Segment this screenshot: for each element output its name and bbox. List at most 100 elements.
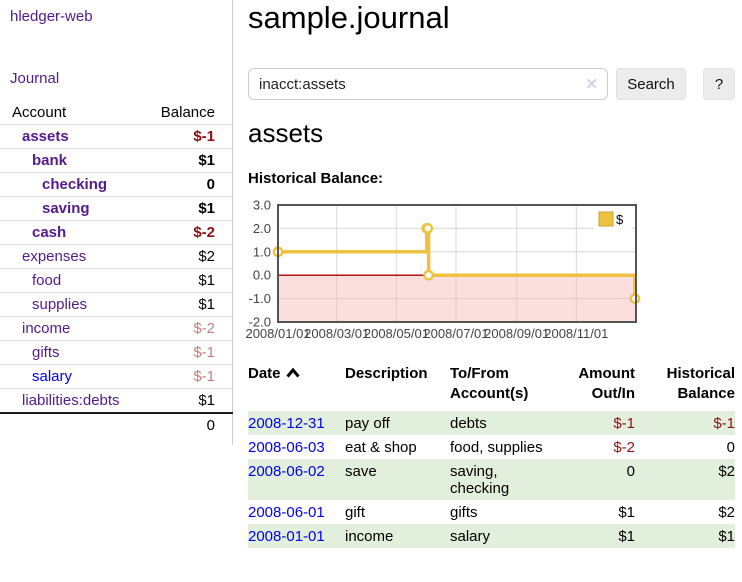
- historical-balance-chart: 3.0 2.0 1.0 0.0 -1.0 -2.02008/01/012008/03/01…: [245, 198, 641, 341]
- sidebar-account-assets[interactable]: assets: [22, 128, 69, 145]
- account-balance: $1: [198, 200, 215, 217]
- accounts-header-balance: Balance: [160, 104, 215, 121]
- account-row: income $-2: [0, 316, 233, 341]
- sidebar-account-saving[interactable]: saving: [42, 200, 90, 217]
- legend-swatch: [598, 211, 614, 227]
- register-row: 2008-06-03 eat & shop food, supplies $-2 0: [248, 435, 735, 459]
- amount-cell: $1: [618, 504, 635, 521]
- accounts-header-row: Account Balance: [0, 101, 233, 125]
- account-balance: $-2: [193, 224, 215, 241]
- description-cell: income: [345, 528, 394, 545]
- sort-ascending-icon: [285, 367, 300, 378]
- historical-balance-cell: $2: [718, 463, 735, 480]
- negative-region: [279, 275, 635, 321]
- x-tick-label: 2008/09/01: [484, 326, 549, 341]
- register-col-header-description: Description: [345, 365, 428, 382]
- transaction-date-link[interactable]: 2008-06-01: [248, 504, 325, 521]
- historical-balance-cell: $-1: [713, 415, 735, 432]
- tofrom-accounts-cell: debts: [450, 415, 487, 432]
- account-balance: $1: [198, 296, 215, 313]
- transaction-date-link[interactable]: 2008-06-02: [248, 463, 325, 480]
- amount-cell: 0: [626, 463, 635, 480]
- tofrom-accounts-cell: salary: [450, 528, 491, 545]
- accounts-total-spacer: [0, 413, 145, 437]
- accounts-total-row: 0: [0, 413, 233, 437]
- app-brand-link[interactable]: hledger-web: [10, 8, 93, 25]
- register-col-header-amount: Amount Out/In: [578, 365, 635, 402]
- sidebar-account-bank[interactable]: bank: [32, 152, 68, 169]
- register-row: 2008-06-01 gift gifts $1 $2: [248, 500, 735, 524]
- account-row: cash $-2: [0, 220, 233, 245]
- tofrom-accounts-cell: gifts: [450, 504, 478, 521]
- accounts-header-account: Account: [12, 104, 67, 121]
- description-cell: pay off: [345, 415, 390, 432]
- sidebar-account-supplies[interactable]: supplies: [32, 296, 88, 313]
- description-cell: eat & shop: [345, 439, 417, 456]
- sidebar-item-journal[interactable]: Journal: [10, 70, 60, 87]
- amount-cell: $1: [618, 528, 635, 545]
- amount-cell: $-1: [613, 415, 635, 432]
- x-tick-label: 2008/11/01: [544, 326, 608, 341]
- amount-cell: $-2: [613, 439, 635, 456]
- search-bar: ✕ Search ?: [248, 68, 742, 100]
- y-tick-label: -1.0: [249, 291, 271, 306]
- historical-balance-cell: 0: [726, 439, 735, 456]
- historical-balance-cell: $1: [718, 528, 735, 545]
- y-tick-label: 2.0: [253, 221, 271, 236]
- data-point-marker: [422, 223, 434, 234]
- accounts-total-balance: 0: [206, 417, 215, 434]
- account-balance: $1: [198, 152, 215, 169]
- account-row: salary $-1: [0, 364, 233, 389]
- y-tick-label: 1.0: [253, 244, 271, 259]
- sidebar-account-food[interactable]: food: [32, 272, 62, 289]
- account-row: gifts $-1: [0, 340, 233, 365]
- register-table: Date Description To/From Account(s) Amount …: [248, 358, 735, 548]
- transaction-date-link[interactable]: 2008-01-01: [248, 528, 325, 545]
- y-tick-label: 0.0: [253, 268, 271, 283]
- account-row: liabilities:debts $1: [0, 388, 233, 414]
- search-button[interactable]: Search: [616, 68, 686, 100]
- register-row: 2008-12-31 pay off debts $-1 $-1: [248, 411, 735, 435]
- account-row: bank $1: [0, 148, 233, 173]
- clear-search-icon[interactable]: ✕: [585, 76, 598, 93]
- account-balance: $-1: [193, 368, 215, 385]
- data-point-marker: [423, 269, 435, 281]
- sidebar-account-salary[interactable]: salary: [32, 368, 73, 385]
- sidebar-account-checking[interactable]: checking: [42, 176, 108, 193]
- sidebar-account-expenses[interactable]: expenses: [22, 248, 87, 265]
- page-title: sample.journal: [248, 0, 450, 35]
- description-cell: save: [345, 463, 377, 480]
- account-balance: $1: [198, 272, 215, 289]
- x-tick-label: 2008/07/01: [423, 326, 488, 341]
- register-col-header-historical: Historical Balance: [666, 365, 735, 402]
- sidebar-account-cash[interactable]: cash: [32, 224, 67, 241]
- transaction-date-link[interactable]: 2008-12-31: [248, 415, 325, 432]
- search-input[interactable]: [248, 68, 608, 100]
- accounts-table: Account Balance assets $-1 bank $1 checking 0…: [0, 101, 233, 437]
- sidebar-account-liabilities-debts[interactable]: liabilities:debts: [22, 392, 120, 409]
- y-tick-label: 3.0: [253, 198, 271, 213]
- account-balance: 0: [206, 176, 215, 193]
- chart-heading: Historical Balance:: [248, 170, 384, 187]
- account-balance: $-2: [193, 320, 215, 337]
- search-input-wrap: ✕: [248, 68, 608, 100]
- account-heading: assets: [248, 118, 324, 148]
- account-balance: $1: [198, 392, 215, 409]
- accounts-table-body: assets $-1 bank $1 checking 0 saving $1 cash $-2 e…: [0, 124, 233, 414]
- x-tick-label: 2008/03/01: [304, 326, 369, 341]
- transaction-date-link[interactable]: 2008-06-03: [248, 439, 325, 456]
- register-row: 2008-01-01 income salary $1 $1: [248, 524, 735, 548]
- x-tick-label: 2008/05/01: [364, 326, 429, 341]
- legend-label: $: [616, 212, 624, 227]
- y-tick-label: -2.0: [249, 315, 271, 330]
- main-content: sample.journal ✕ Search ? assets Histori…: [245, 0, 742, 582]
- account-balance: $-1: [193, 128, 215, 145]
- register-header-row: Date Description To/From Account(s) Amount …: [248, 358, 735, 411]
- register-col-header-date[interactable]: Date: [248, 358, 345, 411]
- sidebar-account-gifts[interactable]: gifts: [32, 344, 60, 361]
- account-balance: $-1: [193, 344, 215, 361]
- register-col-header-to-from: To/From Account(s): [450, 365, 529, 402]
- sidebar-account-income[interactable]: income: [22, 320, 71, 337]
- help-button[interactable]: ?: [703, 68, 735, 100]
- sidebar: hledger-web Journal Account Balance asse…: [0, 0, 233, 445]
